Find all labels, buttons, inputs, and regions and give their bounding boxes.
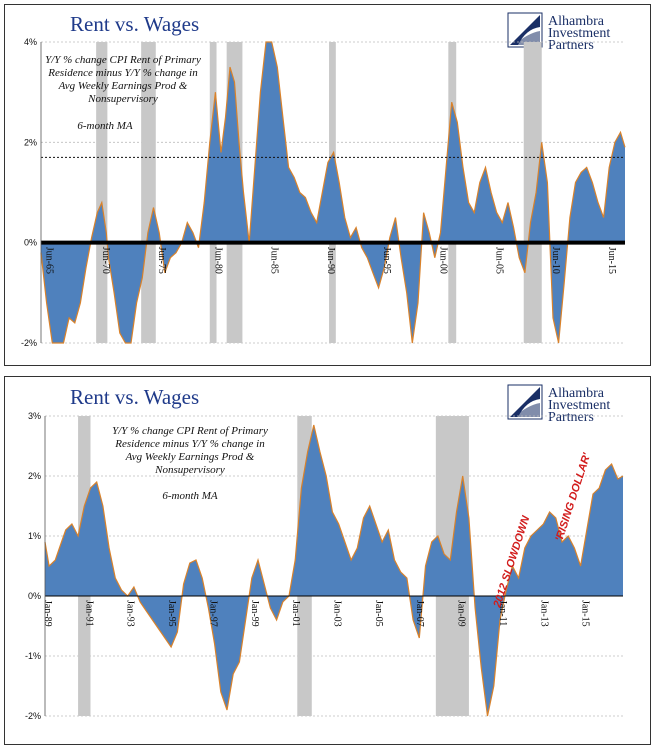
chart-2-title: Rent vs. Wages <box>70 385 199 409</box>
chart-1-title: Rent vs. Wages <box>70 12 199 36</box>
recession-band <box>96 42 108 343</box>
series-area <box>45 425 623 716</box>
rent-vs-wages-long-chart: Rent vs. Wages Alhambra Investment Partn… <box>4 4 651 366</box>
recession-band <box>523 42 542 343</box>
x-tick-label: Jan-03 <box>332 600 343 627</box>
x-tick-label: Jan-09 <box>456 600 467 627</box>
x-tick-label: Jan-05 <box>373 600 384 627</box>
x-tick-label: Jan-15 <box>580 600 591 627</box>
chart-2-note: Y/Y % change CPI Rent of Primary Residen… <box>112 425 268 502</box>
x-tick-label: Jan-07 <box>414 600 425 627</box>
y-tick-label: 4% <box>24 37 37 47</box>
note-line-2: Residence minus Y/Y % change in <box>47 67 198 79</box>
note-ma: 6-month MA <box>162 490 218 502</box>
note-line-3: Avg Weekly Earnings Prod & <box>58 80 188 92</box>
rent-vs-wages-recent-chart: Rent vs. Wages Alhambra Investment Partn… <box>4 376 651 745</box>
note-line-1: Y/Y % change CPI Rent of Primary <box>45 54 201 66</box>
brand-logo: Alhambra Investment Partners <box>507 12 610 53</box>
x-tick-label: Jun-85 <box>269 247 280 274</box>
y-tick-label: 1% <box>28 531 41 541</box>
note-line-4: Nonsupervisory <box>154 464 225 476</box>
x-tick-label: Jun-90 <box>325 247 336 274</box>
y-tick-label: -1% <box>25 651 41 661</box>
x-tick-label: Jan-13 <box>538 600 549 627</box>
series-area <box>41 42 625 343</box>
chart-1-note: Y/Y % change CPI Rent of Primary Residen… <box>45 54 201 132</box>
y-tick-label: 3% <box>28 411 41 421</box>
x-tick-label: Jan-11 <box>497 600 508 626</box>
brand-logo-2: Alhambra Investment Partners <box>507 384 610 425</box>
y-tick-label: 0% <box>28 591 41 601</box>
note-line-4: Nonsupervisory <box>87 93 158 105</box>
y-tick-label: 0% <box>24 238 37 248</box>
x-tick-label: Jan-01 <box>290 600 301 627</box>
x-tick-label: Jan-93 <box>125 600 136 627</box>
note-line-2: Residence minus Y/Y % change in <box>114 438 265 450</box>
y-tick-label: -2% <box>21 338 37 348</box>
x-tick-label: Jan-95 <box>166 600 177 627</box>
x-tick-label: Jun-00 <box>438 247 449 274</box>
x-tick-label: Jun-95 <box>381 247 392 274</box>
brand-line-3: Partners <box>548 38 594 53</box>
recession-band <box>141 42 156 343</box>
x-tick-label: Jun-80 <box>212 247 223 274</box>
x-tick-label: Jun-15 <box>606 247 617 274</box>
note-ma: 6-month MA <box>77 120 133 132</box>
x-tick-label: Jan-91 <box>83 600 94 627</box>
y-tick-label: 2% <box>28 471 41 481</box>
x-tick-label: Jan-97 <box>207 600 218 627</box>
x-tick-label: Jan-89 <box>42 600 53 627</box>
brand-line-3: Partners <box>548 410 594 425</box>
x-tick-label: Jun-75 <box>156 247 167 274</box>
brand-line-1: Alhambra <box>548 14 605 29</box>
series-line <box>44 424 624 717</box>
brand-line-1: Alhambra <box>548 386 605 401</box>
chart-1-plot: -2% 0% 2% 4% Jun-65 Jun-70 Jun-75 Jun-80 Jun-85 J… <box>21 37 626 348</box>
brand-line-2: Investment <box>548 398 610 413</box>
brand-line-2: Investment <box>548 26 610 41</box>
chart-2-svg: Rent vs. Wages Alhambra Investment Partn… <box>25 384 624 721</box>
y-tick-label: -2% <box>25 711 41 721</box>
note-line-3: Avg Weekly Earnings Prod & <box>125 451 255 463</box>
x-tick-label: Jan-99 <box>249 600 260 627</box>
chart-1-svg: Rent vs. Wages Alhambra Investment Partn… <box>21 12 626 348</box>
chart-2-plot: -2% -1% 0% 1% 2% 3% Jan-89 Jan-91 Jan-93 Jan-95 Ja… <box>25 411 624 721</box>
x-tick-label: Jun-65 <box>44 247 55 274</box>
note-line-1: Y/Y % change CPI Rent of Primary <box>112 425 268 437</box>
series-line <box>40 41 626 344</box>
y-tick-label: 2% <box>24 137 37 147</box>
x-tick-label: Jun-05 <box>494 247 505 274</box>
x-tick-label: Jun-70 <box>100 247 111 274</box>
x-tick-label: Jun-10 <box>550 247 561 274</box>
